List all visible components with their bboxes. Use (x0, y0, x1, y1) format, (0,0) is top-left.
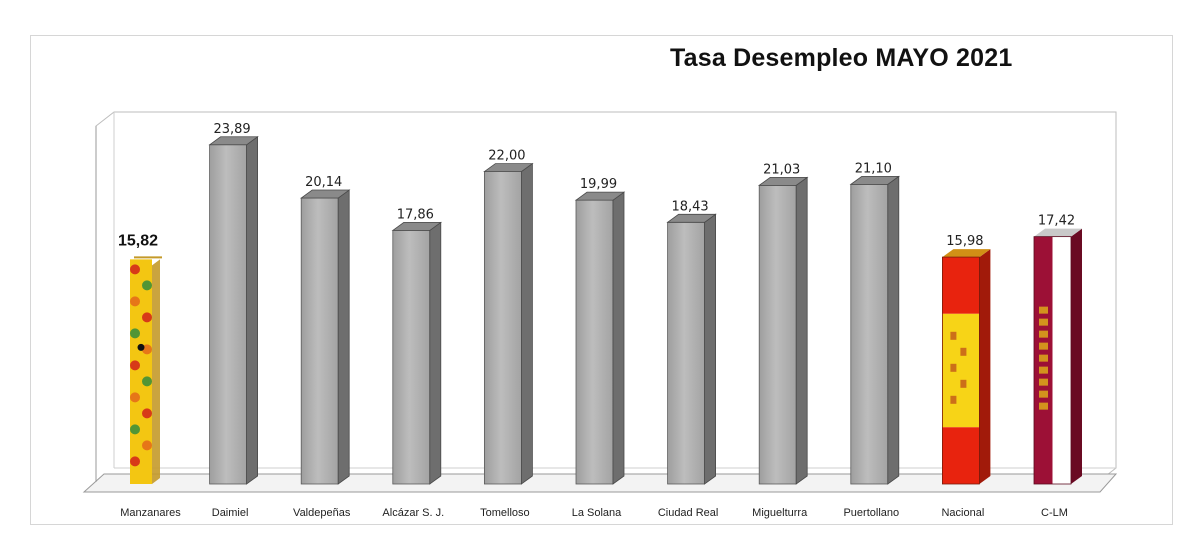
category-label: Alcázar S. J. (382, 507, 444, 519)
bar-alc-zar-s-j- (391, 221, 443, 485)
value-label: 15,82 (118, 232, 158, 249)
category-label: Manzanares (120, 507, 181, 519)
bar-ciudad-real (666, 213, 717, 485)
category-label: La Solana (572, 507, 622, 519)
value-label: 17,86 (397, 207, 434, 222)
category-label: Miguelturra (752, 507, 808, 519)
bar-puertollano (849, 175, 901, 485)
chart-title: Tasa Desempleo MAYO 2021 (670, 44, 1013, 72)
value-label: 18,43 (671, 199, 708, 214)
bar-daimiel (208, 135, 259, 485)
value-label: 23,89 (213, 122, 250, 137)
bar-valdepe-as (299, 189, 351, 485)
value-label: 17,42 (1038, 214, 1075, 229)
category-labels-group: Manzanares Daimiel Valdepeñas Alcázar S. J.… (120, 507, 1068, 519)
category-label: Tomelloso (480, 507, 530, 519)
value-labels-group: 15,82 23,89 20,14 17,86 22,00 19,99 18,43 21,03… (118, 122, 1075, 250)
value-label: 22,00 (488, 149, 525, 164)
category-label: Daimiel (212, 507, 249, 519)
bar-tomelloso (483, 162, 534, 485)
category-label: Nacional (941, 507, 984, 519)
category-label: Ciudad Real (658, 507, 719, 519)
bar-la-solana (574, 191, 626, 485)
value-label: 21,03 (763, 162, 800, 177)
bar-miguelturra (757, 176, 809, 485)
value-label: 19,99 (580, 177, 617, 192)
value-label: 15,98 (946, 234, 983, 249)
bar-manzanares (130, 256, 162, 484)
category-label: Valdepeñas (293, 507, 351, 519)
category-label: Puertollano (843, 507, 899, 519)
bar-nacional (942, 249, 991, 485)
category-label: C-LM (1041, 507, 1068, 519)
value-label: 20,14 (305, 175, 342, 190)
value-label: 21,10 (855, 161, 892, 176)
bars-group (130, 135, 1082, 485)
bar-c-lm (1033, 228, 1082, 485)
